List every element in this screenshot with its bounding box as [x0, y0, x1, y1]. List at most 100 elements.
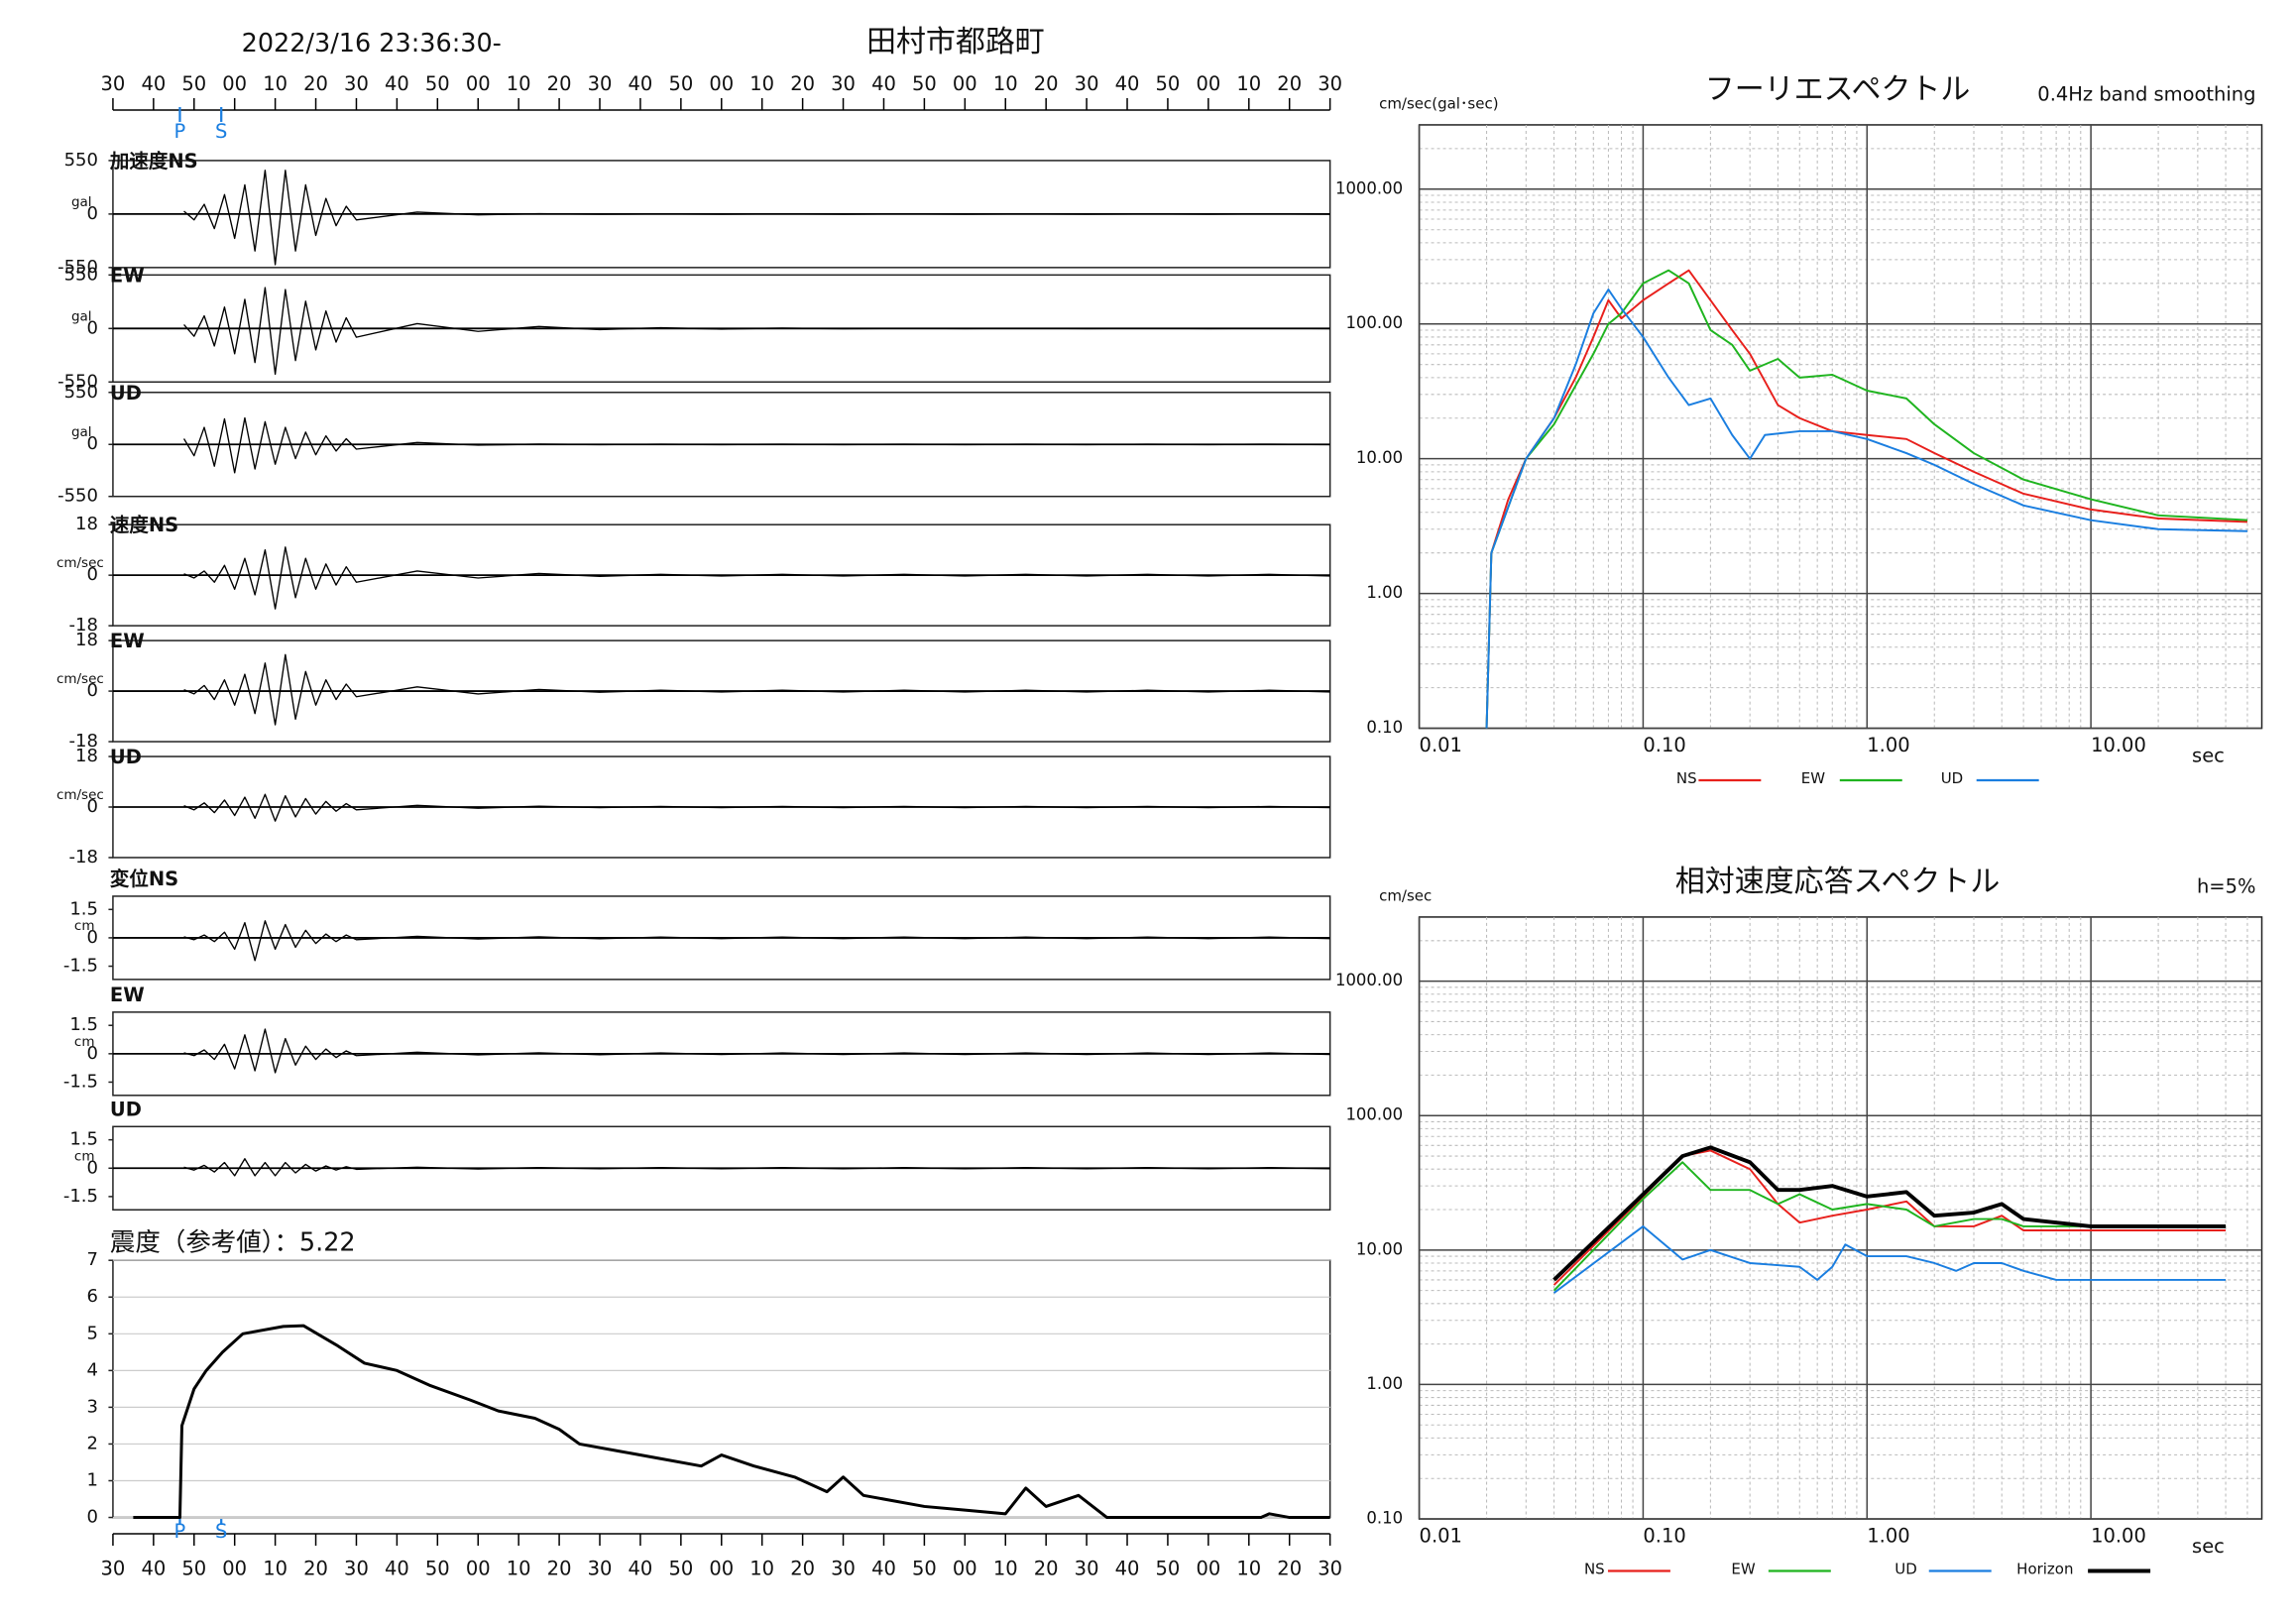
time-tick-label: 10 — [1236, 1558, 1261, 1580]
waveform — [183, 793, 1330, 822]
time-tick-label: 30 — [588, 72, 613, 95]
y-tick-label: 0 — [86, 564, 97, 585]
x-axis-label: sec — [2192, 1535, 2225, 1558]
time-tick-label: 10 — [749, 1558, 774, 1580]
phase-label: P — [174, 1520, 186, 1543]
time-tick-label: 00 — [953, 72, 977, 95]
legend-label: Horizon — [2016, 1561, 2073, 1578]
trace-title: UD — [110, 746, 142, 768]
time-tick-label: 30 — [1318, 1558, 1342, 1580]
record-datetime: 2022/3/16 23:36:30- — [242, 29, 502, 58]
y-tick-label: 1 — [86, 1469, 97, 1490]
time-tick-label: 50 — [425, 1558, 450, 1580]
time-tick-label: 20 — [303, 1558, 328, 1580]
x-tick-label: 0.01 — [1420, 1525, 1462, 1548]
waveform — [183, 287, 1330, 376]
phase-label: S — [215, 120, 227, 143]
unit-label: gal — [71, 424, 92, 440]
legend-label: NS — [1584, 1561, 1605, 1578]
spectrum-line — [1485, 289, 2247, 729]
time-tick-label: 10 — [507, 72, 531, 95]
legend-label: UD — [1894, 1561, 1917, 1578]
time-tick-label: 20 — [790, 72, 815, 95]
time-tick-label: 50 — [1156, 1558, 1181, 1580]
legend-label: EW — [1801, 769, 1825, 787]
time-tick-label: 50 — [668, 1558, 693, 1580]
y-tick-label: 7 — [86, 1249, 97, 1270]
time-tick-label: 40 — [1115, 1558, 1140, 1580]
spectrum-title: 相対速度応答スペクトル — [1675, 865, 2001, 899]
y-tick-label: -550 — [57, 371, 98, 392]
time-tick-label: 30 — [344, 1558, 369, 1580]
time-tick-label: 10 — [993, 72, 1018, 95]
y-axis-label: cm/sec(gal･sec) — [1379, 94, 1498, 112]
y-tick-label: -18 — [69, 847, 98, 868]
unit-label: cm/sec — [57, 787, 104, 803]
y-tick-label: 0 — [86, 433, 97, 454]
y-tick-label: 1.00 — [1366, 583, 1403, 602]
y-tick-label: -550 — [57, 486, 98, 507]
y-tick-label: 1000.00 — [1335, 971, 1403, 989]
y-tick-label: -1.5 — [63, 1071, 98, 1092]
y-tick-label: 10.00 — [1356, 448, 1403, 467]
time-tick-label: 00 — [466, 72, 491, 95]
time-tick-label: 00 — [709, 72, 734, 95]
time-tick-label: 50 — [668, 72, 693, 95]
trace-title: EW — [110, 264, 145, 287]
time-tick-label: 00 — [466, 1558, 491, 1580]
spectrum-line — [1552, 1145, 2227, 1282]
y-tick-label: 0 — [86, 1043, 97, 1064]
time-tick-label: 10 — [993, 1558, 1018, 1580]
time-tick-label: 00 — [1196, 1558, 1220, 1580]
y-tick-label: 0 — [86, 796, 97, 817]
time-tick-label: 20 — [303, 72, 328, 95]
waveform — [183, 546, 1330, 610]
x-tick-label: 1.00 — [1867, 1525, 1909, 1548]
time-tick-label: 20 — [547, 1558, 572, 1580]
time-tick-label: 20 — [790, 1558, 815, 1580]
intensity-title: 震度（参考値）：5.22 — [110, 1228, 356, 1258]
unit-label: cm/sec — [57, 555, 104, 571]
y-tick-label: 1000.00 — [1335, 178, 1403, 197]
station-name: 田村市都路町 — [866, 25, 1045, 59]
time-tick-label: 30 — [101, 72, 126, 95]
y-tick-label: 1.00 — [1366, 1374, 1403, 1393]
time-tick-label: 50 — [425, 72, 450, 95]
y-tick-label: 1.5 — [69, 898, 98, 919]
spectrum-line — [1552, 1149, 2227, 1286]
trace-title: EW — [110, 984, 145, 1006]
y-tick-label: -18 — [69, 615, 98, 636]
y-tick-label: -1.5 — [63, 956, 98, 977]
unit-label: cm — [74, 918, 95, 934]
y-tick-label: 2 — [86, 1433, 97, 1453]
time-tick-label: 10 — [1236, 72, 1261, 95]
time-tick-label: 20 — [1034, 72, 1059, 95]
time-tick-label: 50 — [181, 1558, 206, 1580]
y-tick-label: 0 — [86, 317, 97, 338]
y-tick-label: 0 — [86, 1157, 97, 1178]
time-tick-label: 00 — [222, 72, 247, 95]
time-tick-label: 50 — [912, 72, 937, 95]
time-tick-label: 00 — [709, 1558, 734, 1580]
unit-label: cm — [74, 1148, 95, 1164]
intensity-line — [133, 1324, 1330, 1520]
plot-frame — [112, 1259, 1331, 1519]
x-axis-label: sec — [2192, 745, 2225, 767]
spectrum-title: フーリエスペクトル — [1705, 72, 1971, 107]
trace-title: UD — [110, 382, 142, 405]
x-tick-label: 0.01 — [1420, 734, 1462, 756]
time-tick-label: 40 — [141, 72, 166, 95]
time-tick-label: 30 — [1075, 72, 1099, 95]
phase-label: P — [174, 120, 186, 143]
y-tick-label: 0 — [86, 203, 97, 224]
y-tick-label: 5 — [86, 1323, 97, 1343]
y-tick-label: 10.00 — [1356, 1239, 1403, 1258]
y-tick-label: -1.5 — [63, 1186, 98, 1207]
time-tick-label: 30 — [101, 1558, 126, 1580]
y-tick-label: 0 — [86, 927, 97, 948]
spectrum-line — [1485, 269, 2248, 729]
trace-title: 加速度NS — [109, 150, 198, 173]
plot-frame — [1418, 916, 2263, 1520]
